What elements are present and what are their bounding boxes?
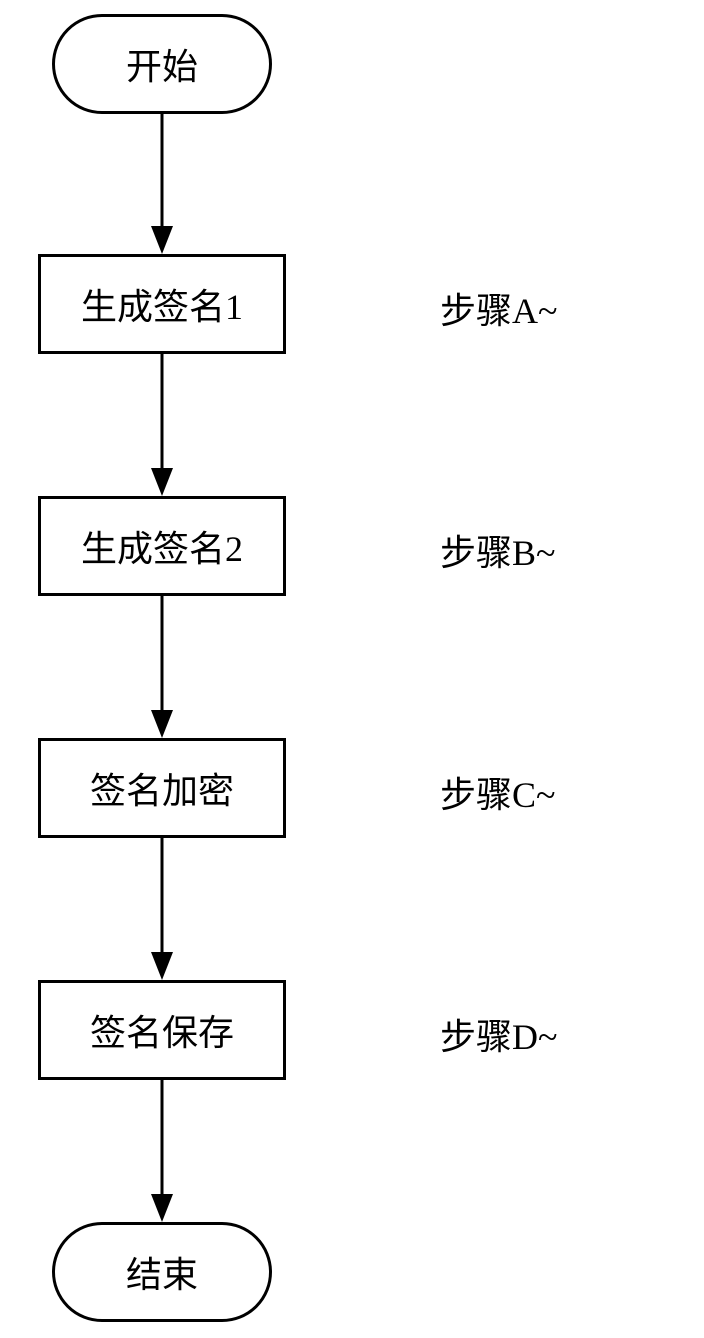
node-stepB: 生成签名2 — [38, 496, 286, 596]
node-start-label: 开始 — [126, 38, 198, 90]
arrow-stepD-end — [148, 1080, 176, 1222]
arrow-stepC-stepD — [148, 838, 176, 980]
node-stepC-label: 签名加密 — [90, 762, 234, 814]
step-label-C: 步骤C~ — [440, 766, 556, 818]
step-label-D: 步骤D~ — [440, 1008, 557, 1060]
arrow-stepB-stepC — [148, 596, 176, 738]
step-label-B: 步骤B~ — [440, 524, 556, 576]
step-label-A: 步骤A~ — [440, 282, 557, 334]
node-stepA: 生成签名1 — [38, 254, 286, 354]
node-end: 结束 — [52, 1222, 272, 1322]
arrow-stepA-stepB — [148, 354, 176, 496]
node-stepC: 签名加密 — [38, 738, 286, 838]
node-start: 开始 — [52, 14, 272, 114]
node-end-label: 结束 — [126, 1246, 198, 1298]
node-stepD-label: 签名保存 — [90, 1004, 234, 1056]
node-stepD: 签名保存 — [38, 980, 286, 1080]
node-stepB-label: 生成签名2 — [81, 520, 243, 572]
flowchart-canvas: 开始 生成签名1 生成签名2 签名加密 签名保存 结束 步骤A~ 步骤B~ 步骤… — [0, 0, 704, 1338]
arrow-start-stepA — [148, 114, 176, 254]
node-stepA-label: 生成签名1 — [81, 278, 243, 330]
